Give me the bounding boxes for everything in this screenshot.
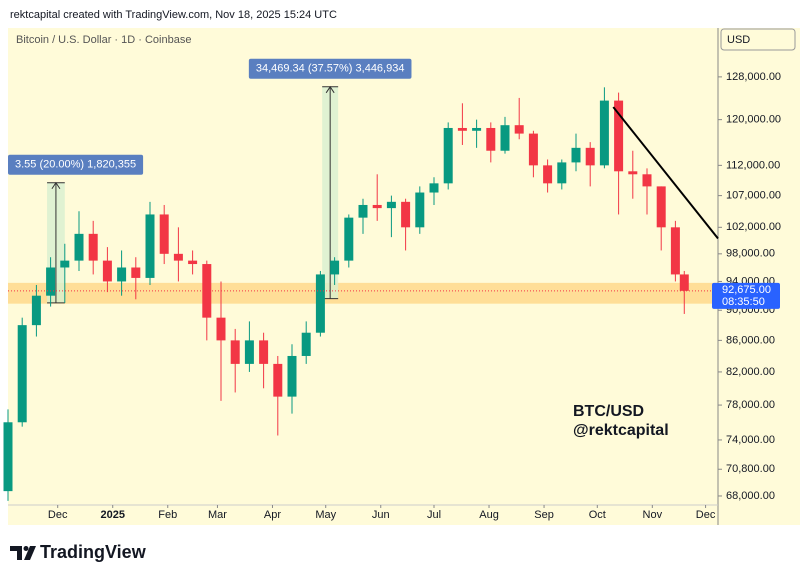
brand-name: TradingView	[40, 542, 147, 562]
candle-body	[287, 355, 297, 397]
candle-body	[74, 233, 84, 261]
measure-label: 34,469.34 (37.57%) 3,446,934	[256, 63, 405, 75]
candle-body	[557, 162, 567, 184]
candle-body	[401, 201, 411, 228]
candle-body	[457, 127, 467, 131]
candle-body	[486, 127, 496, 151]
chart-subtitle: Bitcoin / U.S. Dollar · 1D · Coinbase	[16, 34, 191, 46]
x-tick-label: Apr	[264, 509, 281, 521]
chart-layer: 128,000.00 120,000.00 112,000.00 107,000.00…	[3, 58, 781, 521]
last-price-tag	[712, 282, 780, 309]
candle-body	[230, 340, 240, 364]
candle-body	[159, 214, 169, 254]
candle-body	[472, 127, 482, 131]
candle-body	[599, 100, 609, 166]
candle-body	[3, 422, 13, 492]
candle-body	[88, 233, 98, 261]
y-tick-label: 102,000.00	[726, 221, 781, 233]
candle-body	[244, 340, 254, 364]
candle-body	[656, 186, 666, 228]
header-text: rektcapital created with TradingView.com…	[10, 9, 337, 21]
x-tick-label: Aug	[479, 509, 499, 521]
candle-body	[188, 260, 198, 265]
support-zone	[8, 282, 718, 304]
x-tick-label: 2025	[100, 509, 124, 521]
candle-body	[46, 267, 56, 296]
y-tick-label: 74,000.00	[726, 434, 775, 446]
y-tick-label: 128,000.00	[726, 71, 781, 83]
y-tick-label: 68,000.00	[726, 490, 775, 502]
currency-box[interactable]	[720, 28, 796, 51]
candle-body	[117, 267, 127, 282]
x-tick-label: Nov	[643, 509, 663, 521]
candle-body	[514, 125, 524, 134]
candle-body	[17, 325, 27, 423]
candle-body	[344, 217, 354, 261]
candle-body	[60, 260, 70, 268]
candle-body	[571, 147, 581, 163]
x-tick-label: Jun	[372, 509, 390, 521]
candle-body	[500, 125, 510, 151]
watermark: BTC/USD	[573, 403, 644, 420]
candle-body	[443, 127, 453, 184]
measure-label: 3.55 (20.00%) 1,820,355	[15, 159, 136, 171]
candle-body	[670, 227, 680, 275]
measure-arrowhead	[51, 181, 61, 190]
watermark: @rektcapital	[573, 422, 669, 439]
measure-arrowhead	[325, 85, 335, 94]
y-tick-label: 70,800.00	[726, 463, 775, 475]
candle-body	[614, 100, 624, 172]
measure-label-box	[248, 58, 412, 79]
brand-logo	[10, 546, 36, 560]
candle-body	[415, 192, 425, 228]
x-tick-label: Mar	[208, 509, 227, 521]
candle-body	[216, 317, 226, 341]
last-price-label: 92,675.00	[722, 284, 771, 296]
y-tick-label: 98,000.00	[726, 248, 775, 260]
measure-label-box	[8, 154, 144, 175]
candle-body	[145, 214, 155, 278]
y-tick-label: 112,000.00	[726, 159, 780, 171]
trendline	[612, 106, 719, 240]
y-tick-label: 82,000.00	[726, 366, 775, 378]
candle-body	[628, 171, 638, 175]
y-tick-label: 78,000.00	[726, 399, 775, 411]
x-tick-label: Sep	[534, 509, 554, 521]
candle-body	[102, 260, 112, 282]
candle-body	[429, 183, 439, 193]
x-tick-label: Oct	[589, 509, 606, 521]
countdown-label: 08:35:50	[722, 296, 765, 308]
candle-body	[301, 332, 311, 356]
candle-body	[173, 253, 183, 261]
x-tick-label: May	[315, 509, 336, 521]
x-tick-label: Feb	[158, 509, 177, 521]
candle-body	[131, 267, 141, 278]
y-tick-label: 107,000.00	[726, 190, 781, 202]
y-tick-label: 86,000.00	[726, 334, 775, 346]
candle-body	[358, 204, 368, 218]
candle-body	[585, 147, 595, 166]
candle-body	[330, 260, 340, 275]
currency-label[interactable]: USD	[727, 34, 750, 46]
candle-body	[528, 133, 538, 166]
candle-body	[386, 201, 396, 209]
candle-body	[543, 165, 553, 184]
x-tick-label: Dec	[696, 509, 716, 521]
y-tick-label: 120,000.00	[726, 114, 781, 126]
x-tick-label: Jul	[427, 509, 441, 521]
x-tick-label: Dec	[48, 509, 68, 521]
candle-body	[679, 274, 689, 291]
candle-body	[372, 204, 382, 209]
candle-body	[642, 174, 652, 187]
candle-body	[315, 274, 325, 333]
candle-body	[259, 340, 269, 364]
candle-body	[273, 363, 283, 397]
candle-body	[31, 295, 41, 326]
